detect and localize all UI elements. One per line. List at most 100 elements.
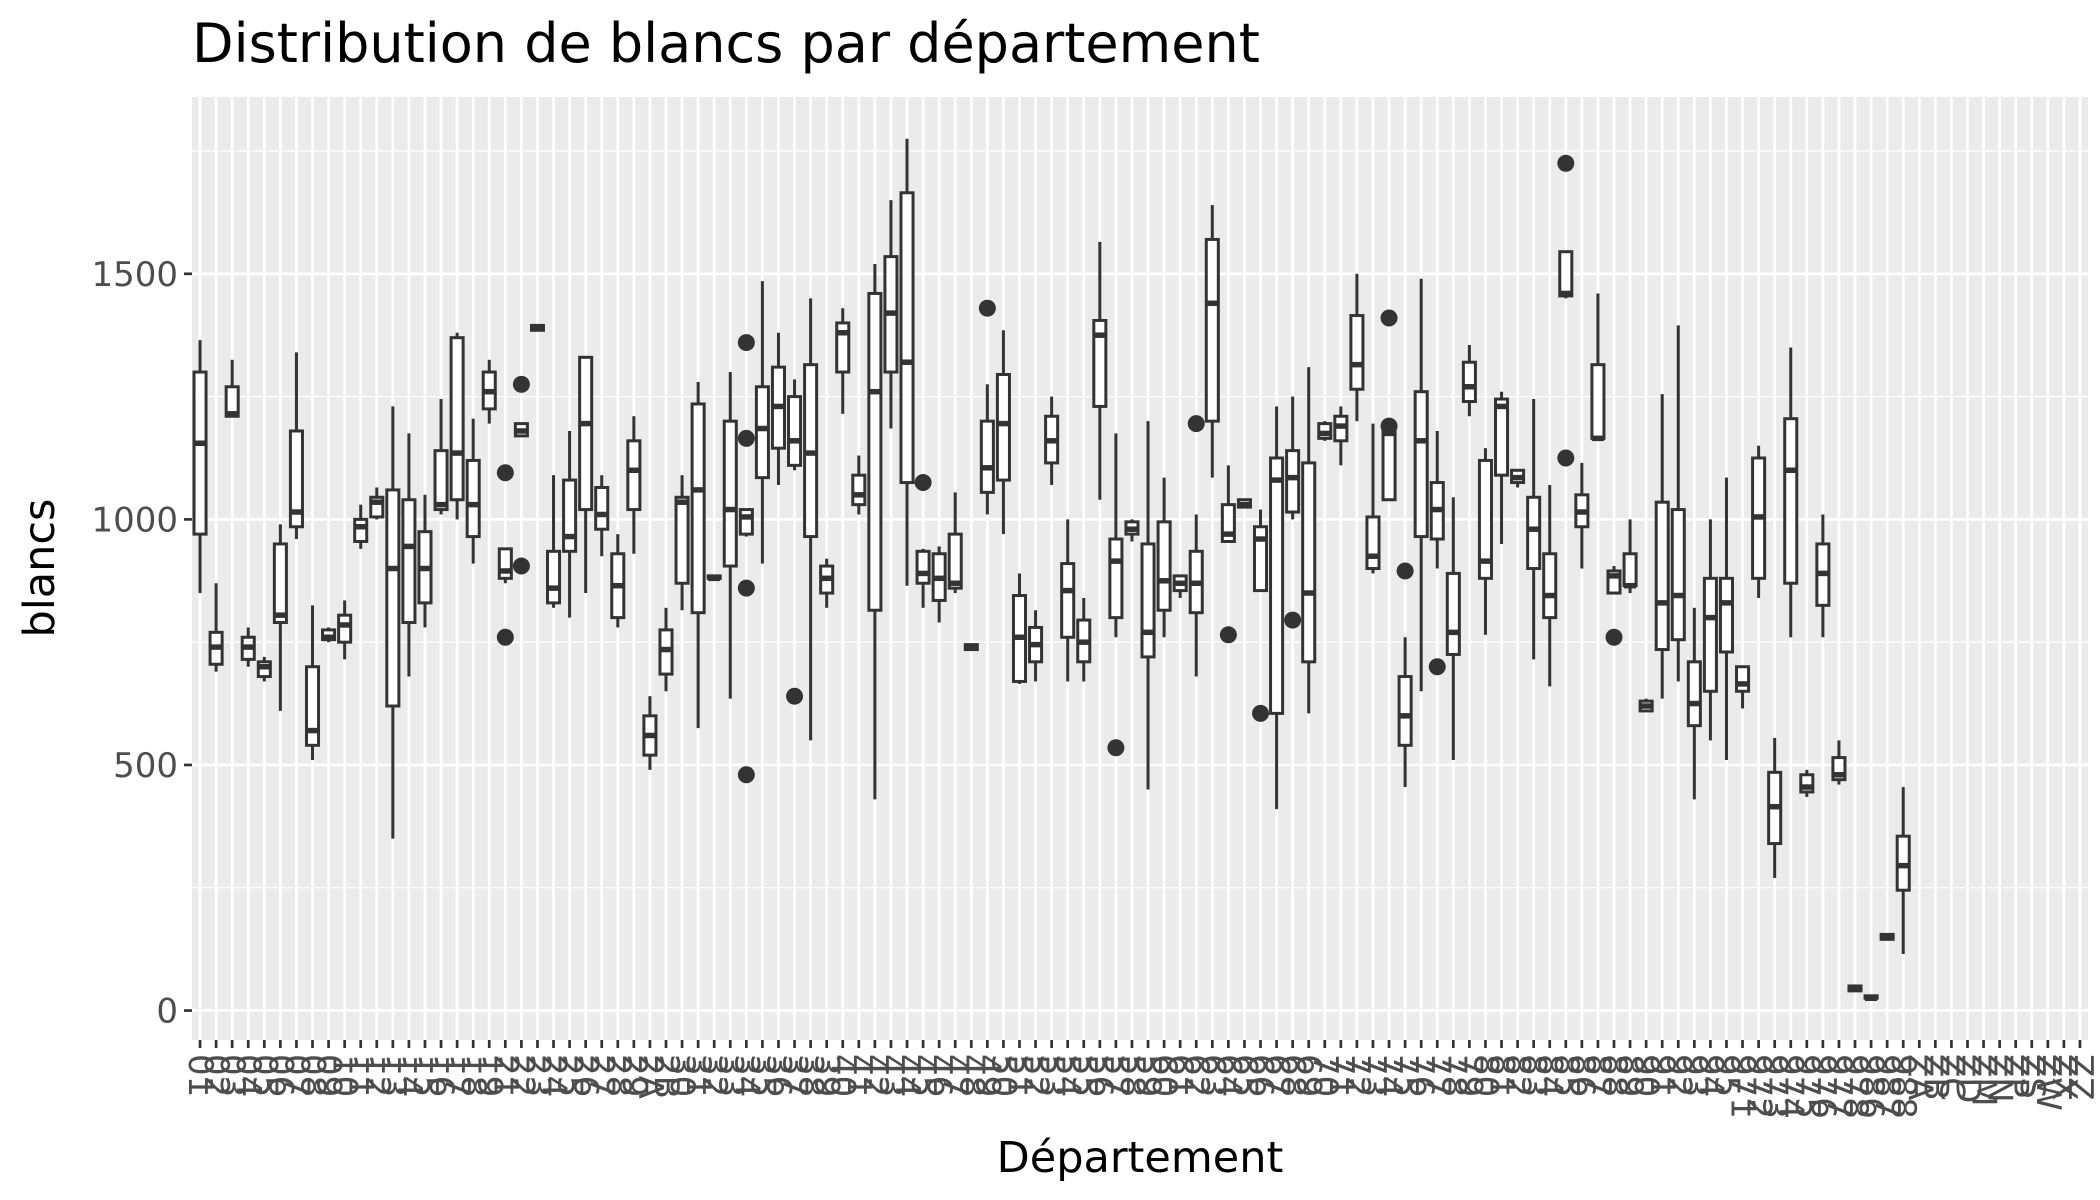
box-11 xyxy=(353,504,369,549)
box-iqr xyxy=(497,547,513,580)
box-81 xyxy=(1494,391,1510,544)
box-iqr xyxy=(288,429,304,529)
x-tick-label: 10 xyxy=(325,1054,365,1097)
box-01 xyxy=(192,340,208,594)
x-tick-label: 93 xyxy=(1674,1054,1714,1097)
x-tick-label: 05 xyxy=(244,1054,284,1097)
x-tick-label: ZP xyxy=(1996,1054,2036,1098)
x-tick-label: 41 xyxy=(839,1054,879,1097)
box-27 xyxy=(594,475,610,557)
box-iqr xyxy=(1060,562,1076,639)
box-26 xyxy=(578,355,594,594)
x-tick-label: 50 xyxy=(983,1054,1023,1097)
x-tick-label: 07 xyxy=(276,1054,316,1097)
x-tick-label: 15 xyxy=(405,1054,445,1097)
x-tick-label: 78 xyxy=(1433,1054,1473,1097)
box-iqr xyxy=(304,665,321,747)
box-971 xyxy=(1735,665,1751,709)
box-39 xyxy=(819,558,835,608)
box-40 xyxy=(835,308,851,414)
box-iqr xyxy=(1140,542,1156,659)
x-tick-label: 986 xyxy=(1851,1054,1891,1119)
box-04 xyxy=(240,627,256,667)
x-tick-label: 66 xyxy=(1241,1054,1281,1097)
x-tick-label: ZW xyxy=(2028,1054,2068,1111)
x-tick-label: 70 xyxy=(1305,1054,1345,1097)
x-tick-label: ZA xyxy=(1899,1054,1939,1101)
box-iqr xyxy=(1735,665,1751,693)
x-tick-label: 12 xyxy=(357,1054,397,1097)
x-tick-label: 09 xyxy=(309,1054,349,1097)
x-tick-label: 34 xyxy=(726,1054,766,1097)
x-axis-title: Département xyxy=(997,1133,1284,1183)
x-tick-label: 48 xyxy=(951,1054,991,1097)
box-70 xyxy=(1317,421,1333,441)
box-iqr xyxy=(1477,458,1493,580)
y-tick-label: 1000 xyxy=(91,500,178,540)
outlier-point xyxy=(1396,562,1414,580)
x-tick-label: 64 xyxy=(1208,1054,1248,1097)
box-42 xyxy=(867,263,883,800)
box-iqr xyxy=(594,485,610,531)
box-06 xyxy=(272,524,288,711)
x-tick-label: 38 xyxy=(791,1054,831,1097)
box-21 xyxy=(496,464,514,646)
x-tick-label: 88 xyxy=(1594,1054,1634,1097)
x-tick-label: 76 xyxy=(1401,1054,1441,1097)
x-tick-label: 84 xyxy=(1530,1054,1570,1097)
x-tick-label: ZS xyxy=(2012,1054,2052,1099)
box-iqr xyxy=(626,439,642,512)
x-tick-label: 81 xyxy=(1482,1054,1522,1097)
box-iqr xyxy=(1702,576,1718,693)
x-tick-label: 31 xyxy=(678,1054,718,1097)
x-tick-label: 35 xyxy=(742,1054,782,1097)
x-tick-label: 973 xyxy=(1755,1054,1795,1119)
box-iqr xyxy=(1204,237,1220,423)
box-iqr xyxy=(738,508,754,536)
box-iqr xyxy=(1718,576,1734,654)
y-major-gridlines xyxy=(192,272,2088,1012)
box-56 xyxy=(1092,241,1108,500)
box-91 xyxy=(1654,394,1670,699)
box-07 xyxy=(288,352,304,540)
box-iqr xyxy=(1413,390,1429,539)
box-iqr xyxy=(1622,552,1638,588)
box-iqr xyxy=(385,488,401,708)
x-tick-label: 29 xyxy=(614,1054,654,1097)
box-17 xyxy=(449,332,465,520)
box-46 xyxy=(931,546,947,623)
x-tick-label: 67 xyxy=(1257,1054,1297,1097)
box-iqr xyxy=(353,517,369,543)
boxes-layer xyxy=(192,138,1911,1002)
x-tick-label: 92 xyxy=(1658,1054,1698,1097)
chart-title: Distribution de blancs par département xyxy=(192,12,1260,75)
box-62 xyxy=(1187,415,1205,677)
x-tick-label: 43 xyxy=(871,1054,911,1097)
box-18 xyxy=(465,418,481,564)
x-tick-label: 39 xyxy=(807,1054,847,1097)
box-29 xyxy=(626,416,642,554)
box-48 xyxy=(963,643,979,652)
box-52 xyxy=(1028,610,1044,682)
box-iqr xyxy=(867,291,883,612)
x-tick-label: 976 xyxy=(1803,1054,1843,1119)
x-tick-label: 28 xyxy=(598,1054,638,1097)
box-iqr xyxy=(1494,397,1510,477)
box-80 xyxy=(1477,448,1493,635)
box-45 xyxy=(914,474,932,608)
box-987 xyxy=(1879,932,1895,941)
x-tick-label: 03 xyxy=(212,1054,252,1097)
box-977 xyxy=(1831,740,1847,785)
box-iqr xyxy=(1156,520,1172,612)
box-95 xyxy=(1718,477,1734,761)
box-978 xyxy=(1847,984,1863,993)
box-iqr xyxy=(851,473,867,507)
box-iqr xyxy=(722,419,738,568)
box-iqr xyxy=(578,355,594,512)
box-57 xyxy=(1107,433,1125,757)
x-tick-label: 58 xyxy=(1112,1054,1152,1097)
box-72 xyxy=(1349,273,1365,422)
x-tick-label: 61 xyxy=(1160,1054,1200,1097)
x-tick-label: 77 xyxy=(1417,1054,1457,1097)
box-28 xyxy=(610,534,626,628)
